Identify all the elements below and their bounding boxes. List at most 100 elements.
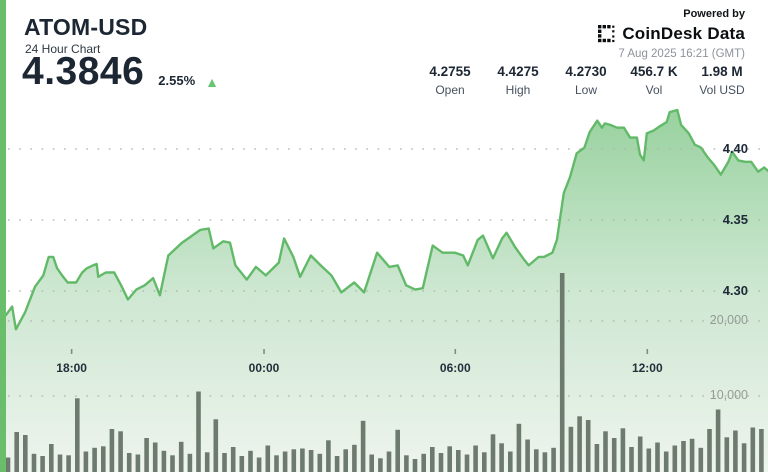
volume-bar — [577, 416, 582, 472]
volume-bar — [378, 458, 383, 472]
volume-bar — [637, 436, 643, 472]
volume-bar — [741, 443, 747, 472]
volume-bar — [343, 449, 348, 472]
stat-volume-usd: 1.98 M Vol USD — [696, 64, 748, 97]
volume-bar — [707, 429, 712, 472]
volume-bar — [672, 445, 678, 472]
volume-bar — [317, 453, 323, 472]
volume-bar — [101, 446, 106, 472]
volume-bar — [759, 429, 764, 472]
volume-bar — [126, 453, 132, 472]
volume-bar — [447, 446, 452, 472]
volume-bar — [620, 428, 626, 472]
price-axis-label: 4.40 — [722, 141, 748, 156]
volume-bar — [525, 439, 530, 472]
volume-bar — [456, 450, 461, 472]
stat-label: Low — [574, 83, 597, 97]
volume-bar — [109, 429, 115, 472]
volume-bar — [386, 451, 392, 472]
left-accent-bar — [0, 0, 6, 472]
symbol-title: ATOM-USD — [24, 14, 148, 40]
change-percent: 2.55% — [158, 73, 196, 88]
volume-bar — [334, 456, 340, 472]
volume-bar — [611, 438, 617, 472]
volume-bar — [326, 440, 331, 472]
volume-bar — [404, 455, 409, 472]
volume-bar — [170, 455, 175, 472]
volume-bar — [542, 452, 548, 472]
volume-bar — [430, 447, 435, 472]
volume-bar — [14, 432, 19, 472]
time-axis-label: 12:00 — [631, 361, 663, 375]
volume-bar — [196, 391, 201, 472]
volume-bar — [135, 454, 141, 472]
volume-bar — [352, 444, 357, 472]
volume-bar — [256, 457, 262, 472]
volume-bar — [57, 454, 63, 472]
volume-bar — [23, 435, 28, 472]
volume-bar — [559, 273, 565, 472]
volume-bar — [438, 453, 444, 472]
coindesk-data-link[interactable]: CoinDesk Data — [598, 24, 745, 44]
volume-bar — [239, 456, 245, 472]
stat-label: Vol — [645, 83, 663, 97]
coindesk-logo-icon — [598, 25, 615, 43]
volume-bar — [248, 450, 253, 472]
volume-bar — [204, 452, 210, 472]
brand-data: Data — [707, 24, 745, 43]
volume-bar — [308, 450, 314, 472]
up-triangle-icon: ▲ — [205, 74, 220, 90]
stat-open: 4.2755 Open — [424, 64, 476, 97]
volume-bar — [585, 420, 591, 472]
volume-axis-label: 20,000 — [709, 313, 748, 327]
volume-bar — [5, 457, 11, 472]
volume-bar — [300, 448, 305, 472]
volume-bar — [733, 430, 738, 472]
volume-bar — [534, 449, 539, 472]
volume-bar — [66, 455, 71, 472]
price-area-fill — [6, 110, 768, 472]
volume-bar — [594, 444, 600, 472]
volume-bar — [213, 419, 219, 472]
stat-value: 4.4275 — [497, 64, 539, 79]
stat-value: 4.2755 — [429, 64, 471, 79]
volume-bar — [482, 452, 487, 472]
stat-volume: 456.7 K Vol — [628, 64, 680, 97]
volume-bar — [144, 438, 149, 472]
time-axis-label: 06:00 — [439, 361, 471, 375]
volume-bar — [663, 451, 669, 472]
volume-bar — [698, 447, 704, 472]
volume-bar — [516, 423, 522, 472]
last-price-row: 4.3846 2.55% ▲ — [22, 52, 219, 91]
volume-bar — [724, 437, 730, 472]
volume-bar — [499, 443, 504, 472]
time-axis-label: 00:00 — [248, 361, 280, 375]
volume-bar — [750, 427, 756, 472]
stat-label: High — [505, 83, 531, 97]
volume-bar — [395, 429, 400, 472]
volume-bar — [230, 447, 236, 472]
stat-low: 4.2730 Low — [560, 64, 612, 97]
stat-label: Open — [435, 83, 465, 97]
volume-bar — [291, 449, 297, 472]
volume-bar — [118, 431, 123, 472]
volume-bar — [412, 459, 418, 472]
powered-by-label: Powered by — [683, 8, 745, 20]
stat-label: Vol USD — [699, 83, 745, 97]
volume-bar — [715, 409, 721, 472]
stat-value: 1.98 M — [701, 64, 743, 79]
volume-bar — [473, 445, 478, 472]
volume-bar — [603, 431, 608, 472]
volume-bar — [369, 454, 374, 472]
volume-bar — [265, 445, 271, 472]
price-line — [4, 108, 768, 331]
ohlc-stats-row: 4.2755 Open 4.4275 High 4.2730 Low 456.7… — [408, 64, 748, 97]
volume-bar — [646, 448, 652, 472]
stat-value: 4.2730 — [565, 64, 607, 79]
volume-bar — [464, 454, 470, 472]
volume-bar — [178, 441, 184, 472]
stat-high: 4.4275 High — [492, 64, 544, 97]
volume-bar — [551, 447, 556, 472]
stat-value: 456.7 K — [630, 64, 678, 79]
